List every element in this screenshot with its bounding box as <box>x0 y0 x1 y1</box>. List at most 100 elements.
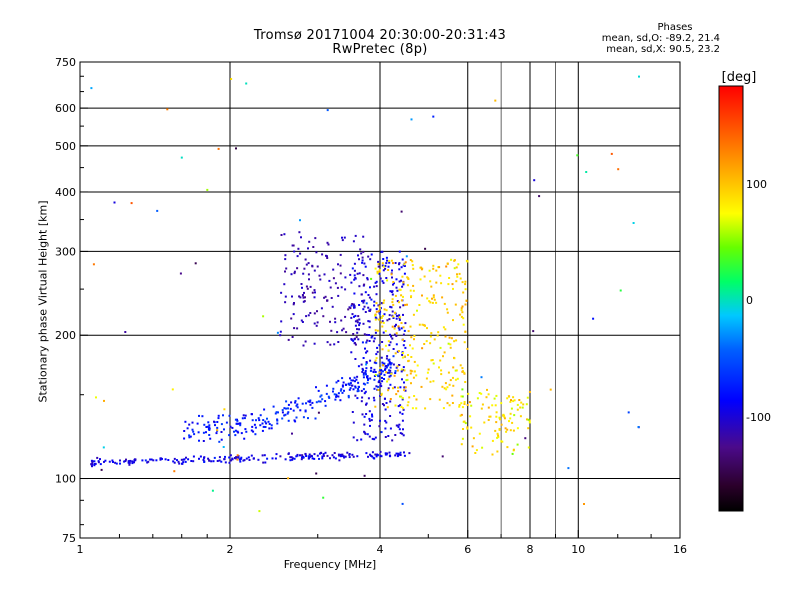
data-point <box>303 267 306 270</box>
data-point <box>354 337 356 340</box>
data-point <box>203 461 206 463</box>
data-point <box>389 333 391 336</box>
data-point <box>295 404 298 407</box>
data-point <box>167 459 170 461</box>
data-point <box>335 393 338 396</box>
data-point <box>352 333 355 335</box>
data-point <box>115 462 118 465</box>
data-point <box>102 446 105 449</box>
data-point <box>394 262 397 264</box>
data-point <box>382 370 384 373</box>
data-point <box>132 461 135 464</box>
data-point <box>119 459 121 462</box>
data-point <box>435 281 438 284</box>
data-point <box>339 399 342 402</box>
data-point <box>290 401 293 404</box>
data-point <box>128 463 131 466</box>
data-point <box>592 317 595 320</box>
data-point <box>398 328 401 331</box>
data-point <box>512 400 515 403</box>
data-point <box>284 301 287 304</box>
data-point <box>308 453 311 456</box>
data-point <box>386 279 389 282</box>
data-point <box>393 386 396 389</box>
data-point <box>173 461 176 464</box>
data-point <box>461 395 464 398</box>
data-point <box>432 267 435 270</box>
data-point <box>381 403 384 405</box>
data-point <box>364 311 367 313</box>
data-point <box>383 373 386 376</box>
data-point <box>518 399 521 401</box>
data-point <box>183 437 186 440</box>
data-point <box>403 389 406 392</box>
data-point <box>360 252 363 255</box>
data-point <box>365 403 367 406</box>
data-point <box>296 406 299 409</box>
data-point <box>264 461 267 464</box>
data-point <box>494 99 497 102</box>
data-point <box>292 409 295 412</box>
data-point <box>340 286 343 289</box>
data-point <box>289 456 292 459</box>
data-point <box>296 453 299 456</box>
data-point <box>413 335 416 337</box>
data-point <box>203 423 206 426</box>
data-point <box>610 152 613 155</box>
data-point <box>316 454 319 457</box>
data-point <box>460 315 463 318</box>
data-point <box>368 334 370 336</box>
data-point <box>406 374 409 377</box>
data-point <box>470 426 473 429</box>
data-point <box>402 295 404 298</box>
data-point <box>194 262 197 265</box>
data-point <box>403 451 405 454</box>
data-point <box>296 327 299 330</box>
data-point <box>396 455 399 458</box>
data-point <box>287 338 290 341</box>
data-point <box>356 331 359 334</box>
data-point <box>342 381 345 384</box>
data-point <box>203 456 205 459</box>
data-point <box>353 274 356 277</box>
data-point <box>236 419 239 422</box>
data-point <box>362 274 365 277</box>
data-point <box>279 455 282 458</box>
data-point <box>379 310 382 313</box>
data-point <box>99 463 102 466</box>
data-point <box>433 338 436 341</box>
data-point <box>426 297 429 300</box>
data-point <box>485 396 488 399</box>
data-point <box>213 456 216 459</box>
data-point <box>401 397 404 400</box>
data-point <box>400 210 403 213</box>
data-point <box>394 372 397 374</box>
data-point <box>367 455 369 458</box>
data-point <box>438 366 440 369</box>
data-point <box>367 294 370 296</box>
data-point <box>312 246 315 248</box>
data-point <box>397 426 400 428</box>
data-point <box>354 320 357 323</box>
data-point <box>220 460 223 463</box>
data-point <box>403 355 406 358</box>
data-point <box>408 396 411 399</box>
data-point <box>374 373 377 376</box>
data-point <box>532 330 535 333</box>
data-point <box>340 453 342 456</box>
data-point <box>263 454 266 457</box>
data-point <box>493 397 496 400</box>
data-point <box>409 325 412 328</box>
data-point <box>394 352 397 355</box>
data-point <box>127 460 130 463</box>
data-point <box>296 267 299 270</box>
data-point <box>425 377 428 380</box>
data-point <box>238 458 241 461</box>
data-point <box>362 250 365 253</box>
data-point <box>152 459 155 462</box>
data-point <box>314 237 317 240</box>
data-point <box>498 416 501 419</box>
data-point <box>397 386 399 389</box>
data-point <box>341 453 344 456</box>
y-tick-label: 100 <box>55 473 76 486</box>
